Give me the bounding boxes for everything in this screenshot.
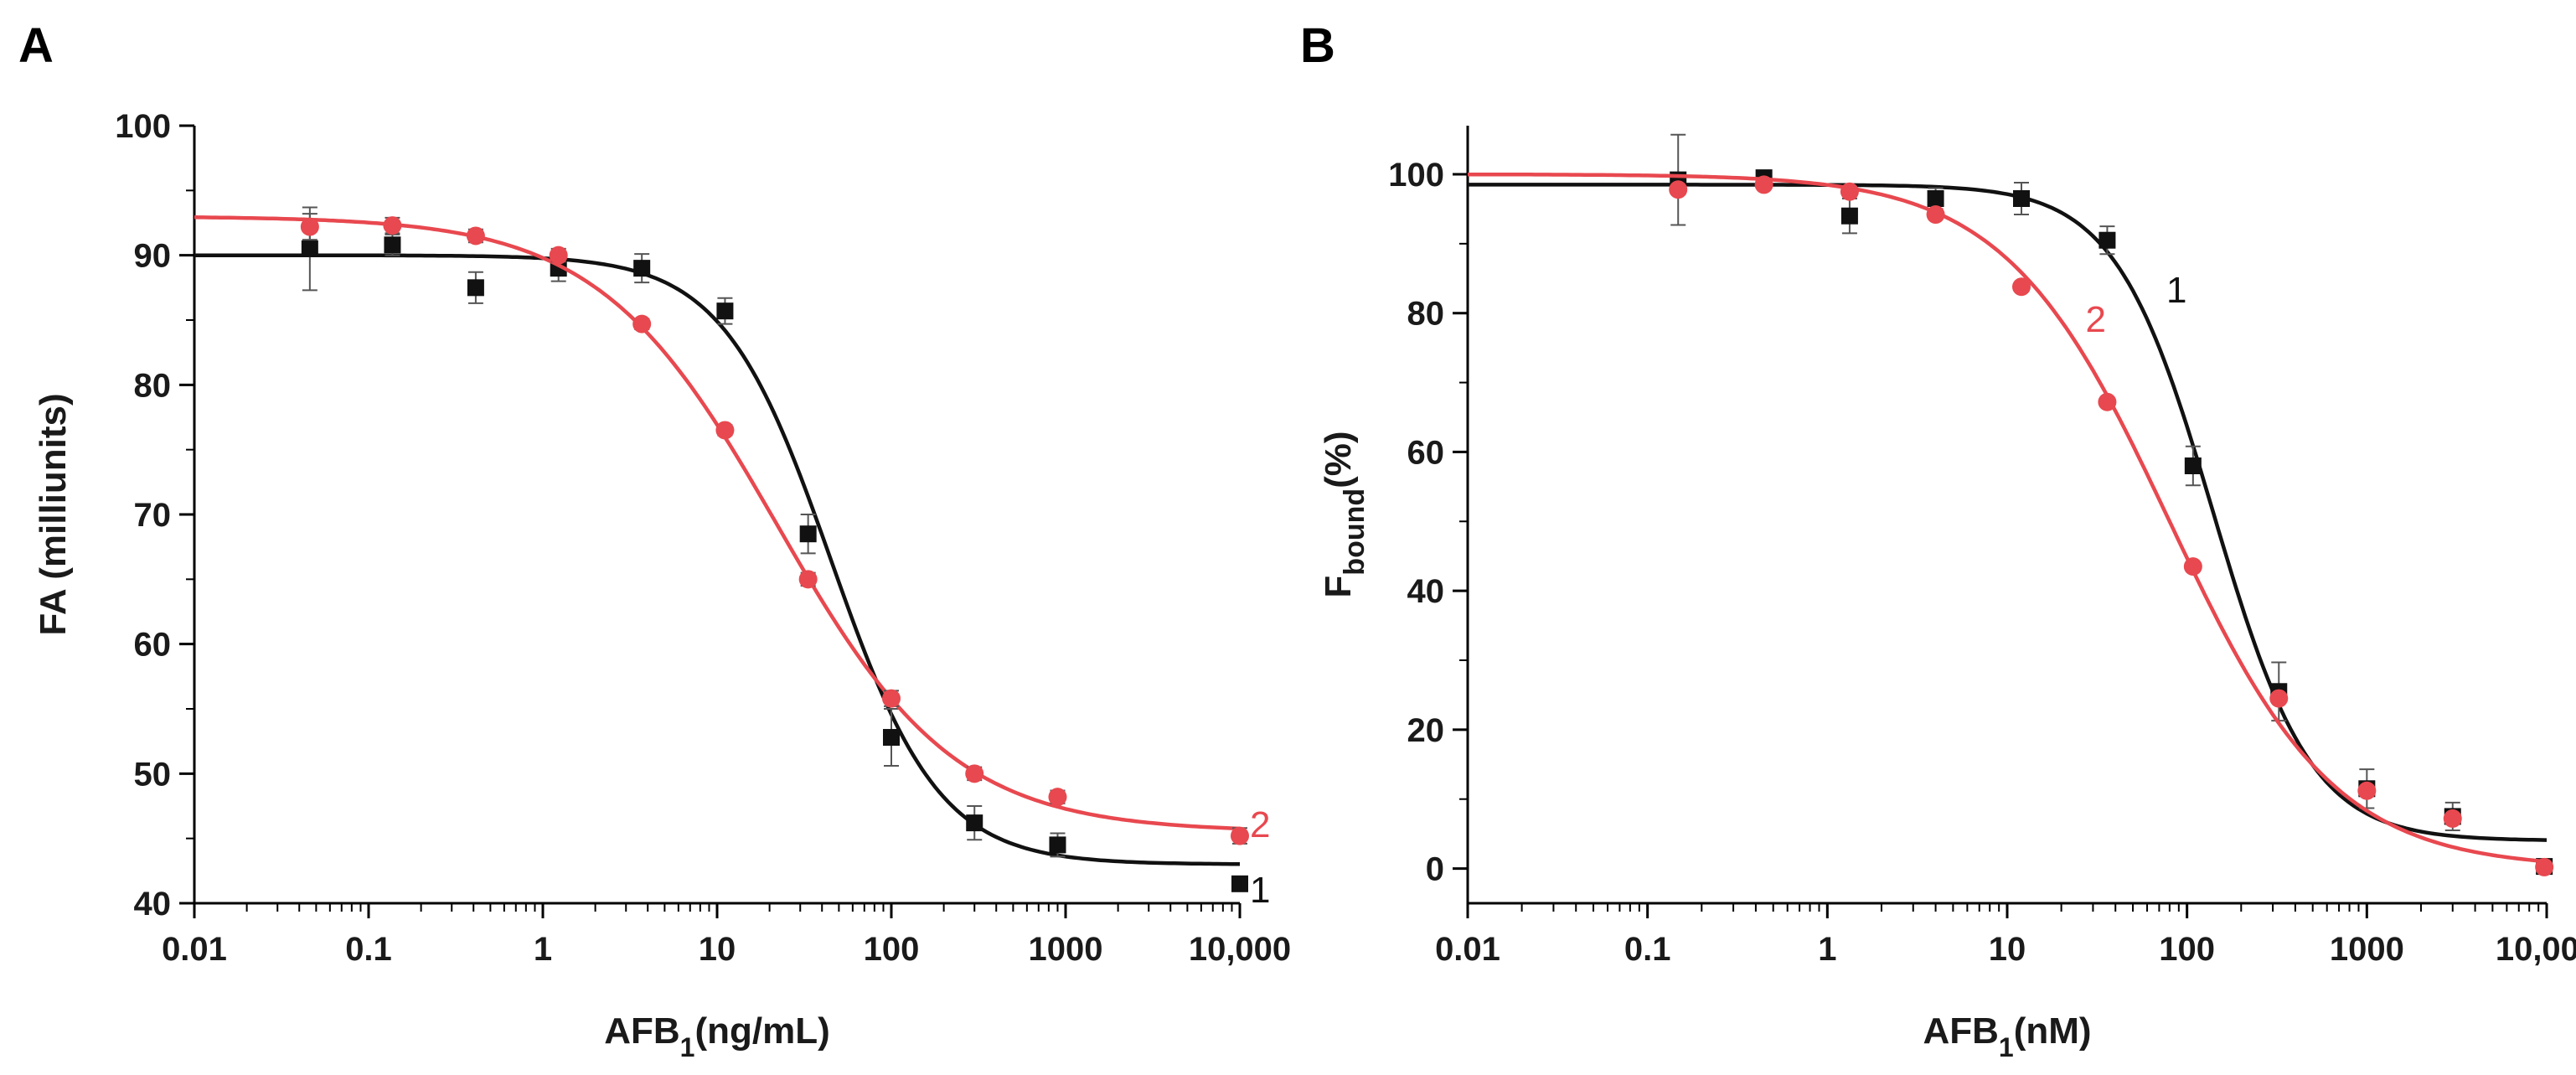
panel-b-x-tick-label: 100 <box>2159 931 2215 968</box>
panel-b-data-point-series-1 <box>2184 457 2202 474</box>
panel-a-data-point-series-1 <box>883 729 900 747</box>
panel-a-letter: A <box>18 18 54 73</box>
panel-a-data-point-series-2 <box>798 570 818 589</box>
panel-a-x-tick-label: 0.1 <box>345 931 392 968</box>
panel-b-x-axis-title: AFB1(nM) <box>1923 1010 2091 1062</box>
panel-a-y-tick-label: 100 <box>115 108 171 145</box>
panel-a-data-point-series-1 <box>384 236 401 254</box>
panel-b-fit-curve-2 <box>1468 172 2548 864</box>
panel-a-y-tick-label: 90 <box>134 238 172 275</box>
panel-b-data-point-series-2 <box>1926 205 1945 225</box>
panel-a-data-point-series-1 <box>966 814 983 832</box>
panel-a-curve-label-2: 2 <box>1250 804 1270 845</box>
panel-b-y-axis-title-rest: (%) <box>1318 431 1359 488</box>
panel-b-y-axis-title-sub: bound <box>1339 488 1371 576</box>
panel-a-x-tick-label: 0.01 <box>162 931 227 968</box>
panel-a-data-point-series-1 <box>301 240 318 257</box>
panel-a-x-tick-label: 1000 <box>1029 931 1103 968</box>
panel-a-data-point-series-2 <box>1048 788 1067 807</box>
panel-a-data-point-series-2 <box>715 421 735 440</box>
panel-a-y-tick-label: 60 <box>134 627 172 664</box>
panel-b-data-point-series-1 <box>1927 190 1944 207</box>
panel-b-data-point-series-2 <box>2443 809 2462 828</box>
panel-b-data-point-series-2 <box>2183 557 2202 576</box>
panel-b-x-axis-title-main: AFB <box>1923 1010 1998 1052</box>
panel-a-y-tick-label: 50 <box>134 756 172 793</box>
panel-b-data-point-series-2 <box>2269 689 2289 708</box>
panel-a-data-point-series-2 <box>1231 826 1249 845</box>
panel-a-x-axis-title-rest: (ng/mL) <box>694 1010 829 1052</box>
panel-b-data-point-series-1 <box>2012 190 2030 207</box>
panel-a-x-axis-title-sub: 1 <box>680 1032 695 1062</box>
panel-b-data-point-series-2 <box>1840 182 1859 201</box>
panel-a-data-point-series-1 <box>633 260 651 277</box>
panel-a-x-axis-title: AFB1(ng/mL) <box>604 1010 830 1062</box>
panel-a-data-point-series-1 <box>1231 875 1248 892</box>
panel-b-x-tick-label: 1 <box>1818 931 1836 968</box>
panel-a-chart: A 0.01 0.1 1 10 100 1000 10,000 40 50 60 70 80 90 100… <box>18 18 1291 1062</box>
panel-b-y-tick-label: 80 <box>1407 296 1445 333</box>
panel-b-y-tick-label: 0 <box>1426 851 1444 888</box>
panel-b-y-axis-title-main: F <box>1318 576 1359 598</box>
panel-a-x-tick-label: 10 <box>699 931 736 968</box>
panel-a-x-tick-label: 10,000 <box>1189 931 1291 968</box>
panel-a-data-point-series-2 <box>965 764 984 783</box>
panel-b-x-tick-label: 1000 <box>2330 931 2404 968</box>
panel-a-x-tick-label: 100 <box>864 931 920 968</box>
panel-b-x-axis-title-sub: 1 <box>1999 1032 2014 1062</box>
panel-a-data-point-series-2 <box>549 245 568 265</box>
panel-a-y-axis-title-main: FA (milliunits) <box>33 393 74 635</box>
panel-b-y-axis-title: Fbound(%) <box>1318 431 1371 597</box>
panel-b-chart: B 0.01 0.1 1 10 100 1000 10,000 0 20 40 60 80 100 AFB… <box>1300 18 2576 1062</box>
panel-a-fit-curve-2 <box>194 215 1241 831</box>
panel-b-data-point-series-2 <box>2357 781 2377 800</box>
panel-b-x-axis-title-rest: (nM) <box>2014 1010 2092 1052</box>
panel-b-x-tick-label: 10,000 <box>2496 931 2576 968</box>
panel-a-data-point-series-1 <box>1049 836 1066 854</box>
panel-b-data-point-series-2 <box>2098 392 2117 411</box>
panel-b-y-tick-label: 60 <box>1407 434 1445 471</box>
panel-b-letter: B <box>1300 18 1335 73</box>
panel-b-y-tick-label: 100 <box>1388 157 1444 194</box>
panel-a-curve-label-1: 1 <box>1250 870 1270 911</box>
panel-a-y-tick-label: 70 <box>134 497 172 534</box>
panel-b-x-tick-label: 0.1 <box>1624 931 1671 968</box>
panel-b-y-tick-label: 20 <box>1407 712 1445 749</box>
panel-b-x-tick-label: 0.01 <box>1435 931 1500 968</box>
panel-a-data-point-series-2 <box>632 314 652 333</box>
panel-b-data-point-series-1 <box>1840 207 1858 225</box>
panel-a-y-tick-label: 40 <box>134 886 172 923</box>
panel-a-x-tick-label: 1 <box>534 931 552 968</box>
panel-b-data-point-series-2 <box>1669 180 1688 199</box>
panel-b-y-tick-label: 40 <box>1407 573 1445 610</box>
panel-b-x-tick-label: 10 <box>1989 931 2026 968</box>
panel-a-data-point-series-1 <box>467 279 484 297</box>
panel-a-data-point-series-2 <box>882 689 901 708</box>
panel-a-fit-curve-1 <box>194 253 1240 866</box>
panel-a-data-point-series-1 <box>799 525 817 543</box>
panel-a-y-tick-label: 80 <box>134 367 172 404</box>
panel-a-data-point-series-2 <box>466 226 485 245</box>
panel-b-curve-label-2: 2 <box>2086 299 2106 340</box>
panel-b-data-point-series-2 <box>2011 277 2031 297</box>
panel-b-data-point-series-1 <box>2098 231 2116 249</box>
panel-a-data-point-series-1 <box>716 302 734 320</box>
panel-b-fit-curve-1 <box>1468 183 2548 842</box>
panel-a-data-point-series-2 <box>300 217 319 236</box>
panel-b-curve-label-1: 1 <box>2166 270 2186 311</box>
panel-b-data-point-series-2 <box>1754 175 1773 194</box>
panel-a-x-axis-title-main: AFB <box>604 1010 679 1052</box>
panel-a-data-point-series-2 <box>383 216 402 235</box>
panel-b-data-point-series-2 <box>2535 857 2554 876</box>
panel-a-y-axis-title: FA (milliunits) <box>33 393 74 635</box>
